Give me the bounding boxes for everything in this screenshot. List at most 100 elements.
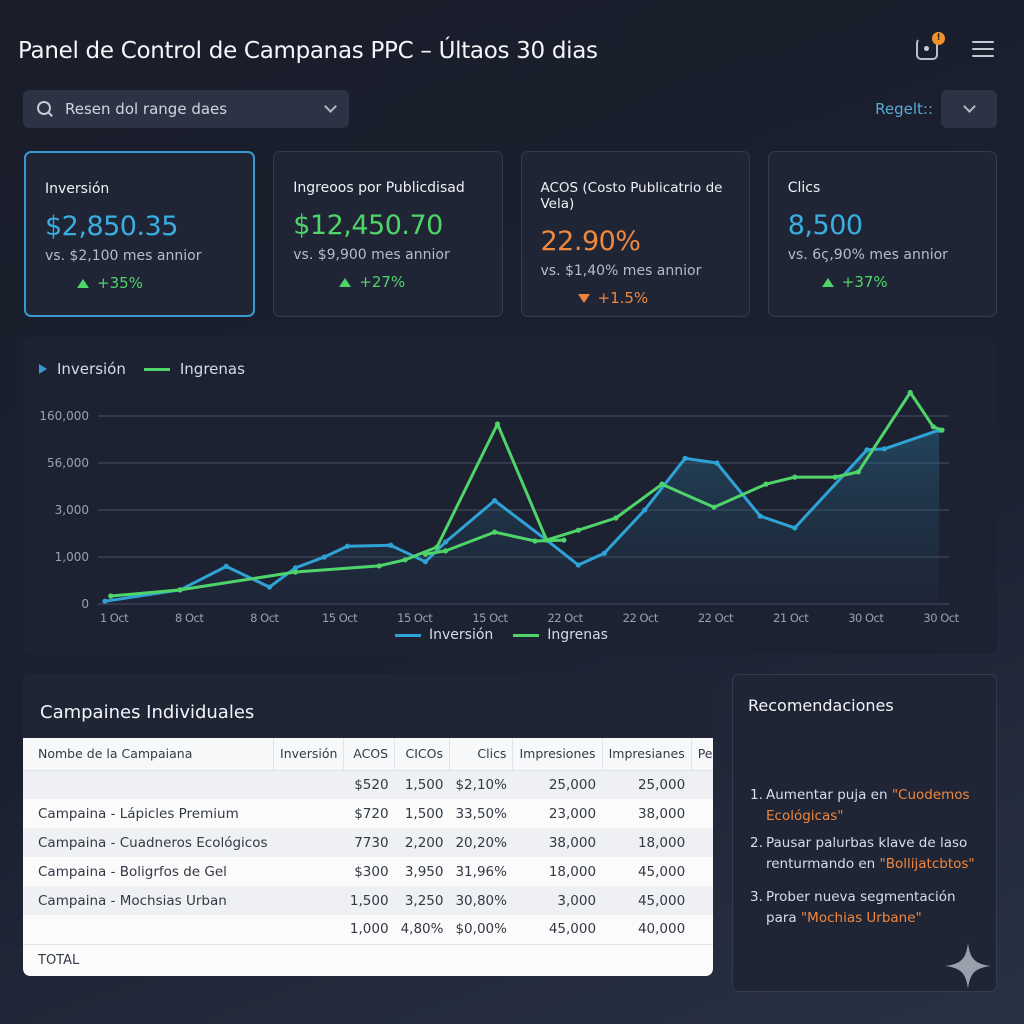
x-tick-label: 15 Oct <box>397 611 433 625</box>
data-point[interactable] <box>102 598 108 604</box>
data-point[interactable] <box>757 513 763 519</box>
data-point[interactable] <box>376 563 382 569</box>
data-point[interactable] <box>711 504 717 510</box>
column-header[interactable]: CICOs <box>394 738 450 771</box>
kpi-card-acos[interactable]: ACOS (Costo Publicatrio de Vela) 22.90% … <box>520 151 750 317</box>
date-range-search[interactable]: Resen dol range daes <box>23 90 349 128</box>
table-cell: 25,000 <box>512 770 603 799</box>
data-point[interactable] <box>108 593 114 599</box>
data-point[interactable] <box>223 563 229 569</box>
data-point[interactable] <box>561 537 567 543</box>
table-cell: $0,00% <box>455 921 507 938</box>
data-point[interactable] <box>881 446 887 452</box>
data-point[interactable] <box>682 455 688 461</box>
kpi-card-clics[interactable]: Clics 8,500 vs. 6ς,90% mes annior +37% <box>767 151 997 317</box>
kpi-delta: +37% <box>788 273 996 291</box>
item-highlight: "Mochias Urbane" <box>800 910 922 926</box>
kpi-compare: vs. $2,100 mes annior <box>45 248 202 264</box>
data-point[interactable] <box>442 548 449 554</box>
menu-line <box>972 48 994 50</box>
recommendation-item[interactable]: 2. Pausar palurbas klave de laso renturm… <box>750 833 990 875</box>
campaigns-card: Campaines Individuales Nombe de la Campa… <box>23 674 713 976</box>
table-row[interactable]: Campaina - Lápicles Premium $720 1,500 33,5… <box>23 799 713 828</box>
data-point[interactable] <box>422 551 428 557</box>
table-row[interactable]: 1,000 4,80% $0,00% 45,000 40,000 150 <box>23 915 713 944</box>
data-point[interactable] <box>714 460 720 466</box>
column-header[interactable]: Pedidos <box>691 738 713 771</box>
data-point[interactable] <box>532 538 538 544</box>
column-header[interactable]: Impresianes <box>602 738 692 771</box>
sparkle-icon[interactable] <box>943 941 993 991</box>
data-point[interactable] <box>832 474 838 480</box>
data-point[interactable] <box>575 562 581 568</box>
data-point[interactable] <box>292 565 299 571</box>
data-point[interactable] <box>422 559 428 565</box>
menu-line <box>972 41 994 43</box>
column-header[interactable]: Nombe de la Campaiana <box>23 738 275 771</box>
data-point[interactable] <box>939 427 945 433</box>
table-cell: 2,200 <box>394 828 450 857</box>
table-cell: $720 <box>354 805 389 822</box>
table-row[interactable]: Campaina - Cuadneros Ecológicos 7730 2,200… <box>23 828 713 857</box>
data-point[interactable] <box>344 543 351 549</box>
data-point[interactable] <box>492 529 498 535</box>
table-cell: 110 <box>691 828 713 857</box>
item-text: Prober nueva segmentación para <box>766 889 956 926</box>
data-point[interactable] <box>601 550 607 556</box>
regelt-dropdown[interactable] <box>941 90 997 128</box>
table-cell: 38,000 <box>512 828 603 857</box>
data-point[interactable] <box>494 421 501 427</box>
column-header[interactable]: Clics <box>449 738 514 771</box>
x-tick-label: 1 Oct <box>100 611 129 625</box>
kpi-delta: +27% <box>293 273 501 291</box>
item-highlight: "Cuodemos Ecológicas" <box>766 787 970 824</box>
notification-icon[interactable]: ! <box>916 32 945 60</box>
kpi-card-inversion[interactable]: Inversión $2,850.35 vs. $2,100 mes annio… <box>24 151 256 317</box>
data-point[interactable] <box>321 554 327 560</box>
table-row[interactable]: Campaina - Mochsias Urban 1,500 3,250 30,80… <box>23 886 713 915</box>
data-point[interactable] <box>575 527 581 533</box>
line-chart: 0 1,000 3,000 56,000 160,000 1 Oct 8 Oct 8 Oct 1… <box>39 389 960 625</box>
item-text: Aumentar puja en <box>766 787 892 803</box>
data-point[interactable] <box>492 498 498 504</box>
recommendation-item[interactable]: 1. Aumentar puja en "Cuodemos Ecológicas… <box>750 785 990 827</box>
column-header[interactable]: ACOS <box>343 738 396 771</box>
data-point[interactable] <box>442 539 449 545</box>
y-tick-label: 160,000 <box>39 409 89 423</box>
data-point[interactable] <box>792 474 798 480</box>
table-row[interactable]: Campaina - Boligrfos de Gel $300 3,950 31,9… <box>23 857 713 886</box>
recommendations-card: Recomendaciones 1. Aumentar puja en "Cuo… <box>732 674 997 992</box>
column-header[interactable]: Impresiones <box>512 738 603 771</box>
data-point[interactable] <box>864 447 870 453</box>
data-point[interactable] <box>855 469 861 475</box>
table-cell: 1,000 <box>349 921 389 938</box>
data-point[interactable] <box>763 481 769 487</box>
table-cell: 7730 <box>343 828 395 857</box>
data-point[interactable] <box>659 481 665 487</box>
x-tick-label: 30 Oct <box>923 611 959 625</box>
data-point[interactable] <box>930 424 936 430</box>
campaign-name-cell: Campaina - Boligrfos de Gel <box>38 863 227 880</box>
data-point[interactable] <box>292 569 299 575</box>
data-point[interactable] <box>642 507 648 513</box>
kpi-value: $2,850.35 <box>45 211 178 242</box>
data-point[interactable] <box>792 525 798 531</box>
table-cell: 3,950 <box>404 863 444 880</box>
data-point[interactable] <box>402 557 408 563</box>
data-point[interactable] <box>434 544 440 550</box>
data-point[interactable] <box>177 587 183 593</box>
notification-frame <box>916 38 938 60</box>
data-point[interactable] <box>907 389 913 396</box>
table-cell <box>273 770 344 799</box>
kpi-label: ACOS (Costo Publicatrio de Vela) <box>540 180 723 212</box>
data-point[interactable] <box>266 584 273 590</box>
data-point[interactable] <box>388 542 394 548</box>
data-point[interactable] <box>613 515 619 521</box>
search-icon <box>37 101 53 117</box>
table-cell: 45,000 <box>548 921 597 938</box>
hamburger-menu-icon[interactable] <box>972 41 994 57</box>
column-header[interactable]: Inversión <box>273 738 345 771</box>
recommendation-item[interactable]: 3. Prober nueva segmentación para "Mochi… <box>750 887 990 929</box>
kpi-card-ingresos[interactable]: Ingreoos por Publicdisad $12,450.70 vs. … <box>273 151 503 317</box>
